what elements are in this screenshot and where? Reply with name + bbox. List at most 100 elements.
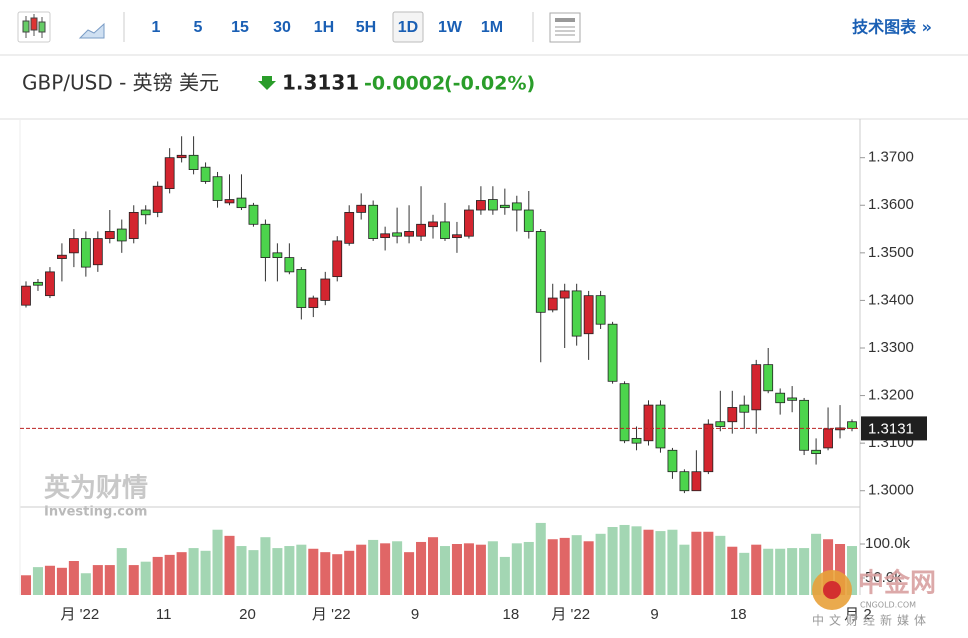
candle-body bbox=[440, 221, 450, 239]
volume-bar bbox=[296, 544, 307, 595]
candle-body bbox=[607, 323, 618, 382]
candle-body bbox=[428, 221, 438, 228]
candle-body bbox=[164, 157, 175, 190]
candle-body bbox=[667, 449, 678, 473]
tech-chart-link[interactable]: 技术图表 » bbox=[852, 18, 932, 37]
candle-body bbox=[188, 154, 199, 170]
candle-body bbox=[595, 295, 606, 325]
candle-body bbox=[416, 223, 426, 237]
interval-button[interactable]: 15 bbox=[231, 19, 249, 36]
interval-button[interactable]: 1 bbox=[152, 19, 161, 36]
candle-body bbox=[727, 407, 738, 423]
interval-button[interactable]: 1W bbox=[438, 19, 463, 36]
candle-body bbox=[33, 281, 43, 286]
candle-body bbox=[691, 471, 702, 492]
y-tick-label: 1.3000 bbox=[868, 482, 914, 499]
candle-body bbox=[847, 421, 857, 429]
candle-body bbox=[200, 166, 211, 182]
candle-body bbox=[344, 211, 355, 244]
candle-body bbox=[320, 278, 331, 301]
volume-bar bbox=[547, 539, 558, 595]
volume-bar bbox=[164, 554, 175, 595]
candle-body bbox=[21, 285, 31, 306]
symbol: GBP/USD - 英镑 美元 bbox=[22, 71, 219, 95]
interval-button[interactable]: 1D bbox=[398, 19, 418, 36]
table-icon[interactable] bbox=[549, 12, 581, 43]
candle-body bbox=[260, 223, 271, 258]
candle-body bbox=[104, 231, 115, 239]
volume-bar bbox=[559, 537, 570, 595]
candle-body bbox=[368, 204, 379, 239]
volume-bar bbox=[463, 543, 474, 595]
candle-icon[interactable] bbox=[17, 11, 51, 43]
candle-body bbox=[224, 199, 235, 204]
candle-body bbox=[823, 428, 833, 449]
candle-body bbox=[571, 290, 582, 337]
volume-bar bbox=[56, 567, 67, 595]
candle-body bbox=[92, 238, 103, 266]
candle-body bbox=[140, 209, 151, 216]
x-tick-label: 月 '22 bbox=[61, 606, 100, 623]
area-icon[interactable] bbox=[78, 22, 105, 39]
volume-bar bbox=[595, 533, 606, 595]
volume-bar bbox=[320, 552, 331, 595]
x-tick-label: 11 bbox=[156, 606, 172, 623]
interval-button[interactable]: 5 bbox=[194, 19, 203, 36]
volume-bar bbox=[368, 539, 379, 595]
interval-button[interactable]: 5H bbox=[356, 19, 376, 36]
volume-bar bbox=[92, 565, 103, 595]
candle-body bbox=[763, 364, 774, 392]
interval-button[interactable]: 1H bbox=[314, 19, 334, 36]
volume-bar bbox=[846, 546, 858, 595]
candle-body bbox=[739, 404, 750, 413]
volume-bar bbox=[32, 567, 43, 595]
volume-bar bbox=[727, 546, 738, 595]
candle-body bbox=[511, 202, 522, 211]
volume-bar bbox=[643, 529, 654, 595]
candle-body bbox=[404, 231, 414, 237]
candle-body bbox=[547, 297, 558, 311]
candle-body bbox=[80, 238, 91, 268]
price: 1.3131 bbox=[282, 71, 359, 95]
x-tick-label: 9 bbox=[650, 606, 658, 623]
candle-body bbox=[68, 238, 79, 254]
volume-bar bbox=[20, 575, 32, 595]
candle-body bbox=[212, 176, 223, 201]
site-watermark: 中金网 bbox=[858, 568, 936, 599]
volume-bar bbox=[511, 543, 522, 595]
volume-bar bbox=[392, 541, 403, 595]
candle-body bbox=[703, 423, 714, 473]
volume-bar bbox=[811, 533, 822, 595]
interval-button[interactable]: 30 bbox=[273, 19, 291, 36]
change-percent: (-0.02%) bbox=[444, 73, 535, 95]
volume-bar bbox=[260, 537, 271, 595]
candle-body bbox=[308, 297, 319, 308]
interval-button[interactable]: 1M bbox=[481, 19, 503, 36]
volume-bar bbox=[116, 548, 127, 595]
x-tick-label: 18 bbox=[502, 606, 519, 623]
volume-bar bbox=[799, 548, 810, 595]
volume-bar bbox=[763, 548, 774, 595]
volume-bar bbox=[535, 522, 546, 595]
site-sub-watermark: 中文财经新媒体 bbox=[812, 613, 931, 628]
candle-body bbox=[799, 399, 810, 451]
volume-bar bbox=[176, 552, 187, 595]
volume-bar bbox=[739, 552, 750, 595]
volume-bar bbox=[667, 529, 678, 595]
volume-bar bbox=[439, 546, 451, 595]
brand-watermark: 英为财情 bbox=[44, 474, 148, 504]
volume-bar bbox=[775, 548, 786, 595]
candle-body bbox=[236, 197, 247, 209]
volume-bar bbox=[152, 556, 163, 595]
candle-body bbox=[523, 209, 534, 232]
candle-body bbox=[452, 234, 462, 239]
volume-bar bbox=[835, 544, 846, 595]
candle-body bbox=[392, 232, 402, 237]
candle-body bbox=[272, 252, 283, 258]
candle-body bbox=[715, 421, 726, 427]
volume-bar bbox=[128, 565, 139, 595]
volume-bar bbox=[619, 524, 630, 595]
candle-body bbox=[655, 404, 666, 449]
candle-body bbox=[332, 240, 343, 278]
